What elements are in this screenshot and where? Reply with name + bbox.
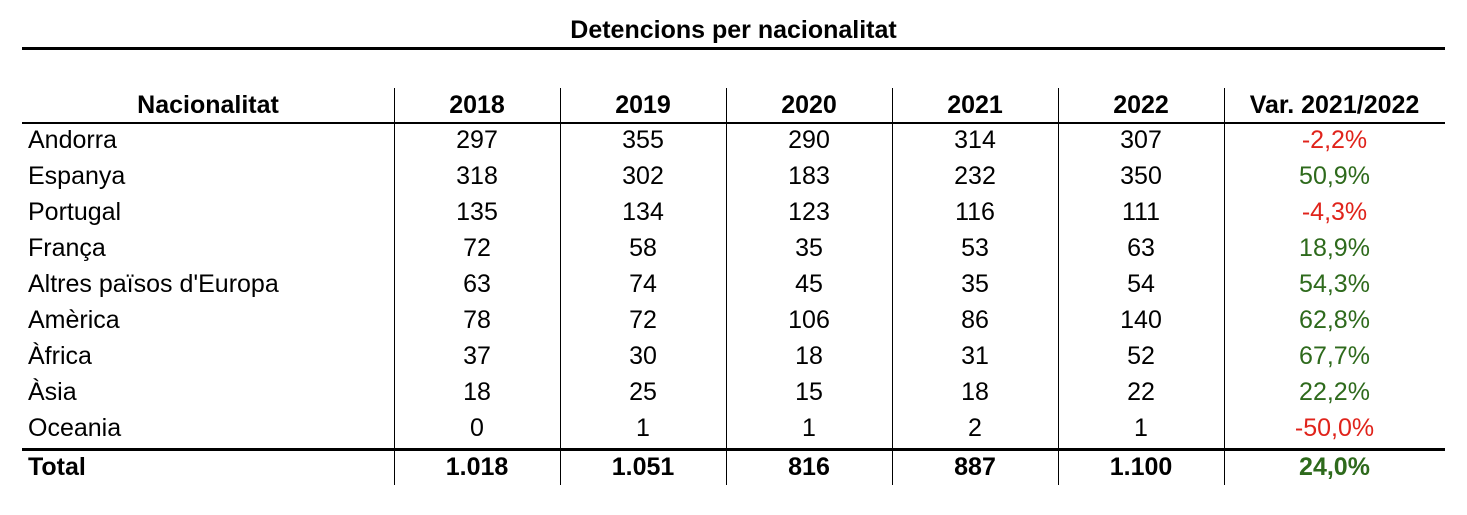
value-cell-2018: 0 [470, 413, 484, 442]
nationality-cell: Altres països d'Europa [28, 270, 279, 298]
value-cell-2018: 318 [456, 162, 498, 191]
variation-cell: 50,9% [1299, 162, 1370, 191]
value-cell-2020: 45 [795, 270, 823, 298]
column-header-2018: 2018 [449, 91, 505, 119]
value-cell-2020: 123 [788, 198, 830, 227]
value-cell-2020: 290 [788, 126, 830, 155]
column-header-2019: 2019 [615, 91, 671, 119]
nationality-cell: Oceania [28, 413, 122, 442]
value-cell-2019: 72 [629, 305, 657, 334]
column-divider [1058, 88, 1059, 485]
value-cell-2022: 350 [1120, 162, 1162, 191]
nationality-cell: Àsia [28, 377, 77, 406]
value-cell-2020: 35 [795, 234, 823, 263]
table-row: Espanya 318 302 183 232 350 50,9% [22, 159, 1445, 195]
column-header-2020: 2020 [781, 91, 837, 119]
table-row: Àsia 18 25 15 18 22 22,2% [22, 374, 1445, 410]
nationality-cell: Andorra [28, 126, 117, 155]
value-cell-2022: 54 [1127, 270, 1155, 298]
value-cell-2021: 2 [968, 413, 982, 442]
nationality-cell: França [28, 234, 106, 263]
table-row: Altres països d'Europa 63 74 45 35 54 54… [22, 267, 1445, 303]
value-cell-2021: 314 [954, 126, 996, 155]
total-cell-2021: 887 [954, 453, 996, 482]
value-cell-2021: 86 [961, 305, 989, 334]
table-row: Andorra 297 355 290 314 307 -2,2% [22, 123, 1445, 159]
table-row: Portugal 135 134 123 116 111 -4,3% [22, 195, 1445, 231]
total-cell-2019: 1.051 [611, 453, 675, 482]
total-row: Total 1.018 1.051 816 887 1.100 24,0% [22, 446, 1445, 486]
column-divider [560, 88, 561, 485]
value-cell-2021: 116 [955, 198, 995, 227]
value-cell-2020: 106 [788, 305, 830, 334]
table-row: Àfrica 37 30 18 31 52 67,7% [22, 338, 1445, 374]
value-cell-2018: 135 [456, 198, 498, 227]
value-cell-2018: 18 [463, 377, 491, 406]
variation-cell: -50,0% [1294, 413, 1375, 442]
value-cell-2019: 302 [622, 162, 664, 191]
value-cell-2021: 35 [961, 270, 989, 298]
variation-cell: 67,7% [1299, 341, 1370, 370]
nationality-cell: Amèrica [28, 305, 120, 334]
variation-cell: -2,2% [1301, 126, 1368, 155]
nationality-cell: Àfrica [28, 341, 92, 370]
value-cell-2022: 63 [1127, 234, 1155, 263]
variation-cell: 54,3% [1299, 270, 1370, 298]
value-cell-2022: 307 [1120, 126, 1162, 155]
value-cell-2020: 15 [795, 377, 823, 406]
column-header-variation: Var. 2021/2022 [1249, 91, 1420, 119]
column-divider [892, 88, 893, 485]
total-cell-2022: 1.100 [1109, 453, 1173, 482]
value-cell-2020: 1 [802, 413, 816, 442]
value-cell-2021: 31 [961, 341, 989, 370]
value-cell-2019: 355 [622, 126, 664, 155]
column-header-nationality: Nacionalitat [137, 91, 279, 119]
variation-cell: 18,9% [1299, 234, 1370, 263]
value-cell-2019: 74 [629, 270, 657, 298]
value-cell-2018: 297 [456, 126, 498, 155]
value-cell-2022: 1 [1134, 413, 1148, 442]
value-cell-2018: 63 [463, 270, 491, 298]
value-cell-2021: 53 [961, 234, 989, 263]
variation-cell: -4,3% [1301, 198, 1368, 227]
total-cell-2018: 1.018 [445, 453, 509, 482]
nationality-cell: Portugal [28, 198, 122, 227]
value-cell-2019: 25 [629, 377, 657, 406]
variation-cell: 22,2% [1299, 377, 1370, 406]
value-cell-2019: 30 [629, 341, 657, 370]
column-header-2022: 2022 [1113, 91, 1169, 119]
column-header-2021: 2021 [947, 91, 1003, 119]
header-row: Nacionalitat 2018 2019 2020 2021 2022 Va… [22, 88, 1445, 123]
column-divider [1224, 88, 1225, 485]
value-cell-2019: 58 [629, 234, 657, 263]
value-cell-2021: 232 [954, 162, 996, 191]
value-cell-2018: 72 [463, 234, 491, 263]
value-cell-2020: 183 [788, 162, 830, 191]
table-title: Detencions per nacionalitat [570, 16, 897, 44]
total-cell-2020: 816 [788, 453, 830, 482]
value-cell-2020: 18 [795, 341, 823, 370]
value-cell-2021: 18 [961, 377, 989, 406]
title-divider [22, 47, 1445, 50]
value-cell-2022: 140 [1120, 305, 1162, 334]
column-divider [726, 88, 727, 485]
total-label: Total [28, 453, 86, 482]
header-divider [22, 122, 1445, 124]
value-cell-2022: 52 [1127, 341, 1155, 370]
value-cell-2019: 134 [622, 198, 664, 227]
detentions-table: Nacionalitat 2018 2019 2020 2021 2022 Va… [22, 88, 1445, 486]
value-cell-2019: 1 [636, 413, 650, 442]
column-divider [394, 88, 395, 485]
value-cell-2022: 22 [1127, 377, 1155, 406]
table-row: França 72 58 35 53 63 18,9% [22, 231, 1445, 267]
total-variation-cell: 24,0% [1299, 453, 1370, 482]
value-cell-2022: 111 [1121, 198, 1160, 227]
value-cell-2018: 37 [463, 341, 491, 370]
nationality-cell: Espanya [28, 162, 126, 191]
total-divider [22, 448, 1445, 451]
variation-cell: 62,8% [1299, 305, 1370, 334]
value-cell-2018: 78 [463, 305, 491, 334]
table-row: Amèrica 78 72 106 86 140 62,8% [22, 302, 1445, 338]
table-row: Oceania 0 1 1 2 1 -50,0% [22, 410, 1445, 446]
